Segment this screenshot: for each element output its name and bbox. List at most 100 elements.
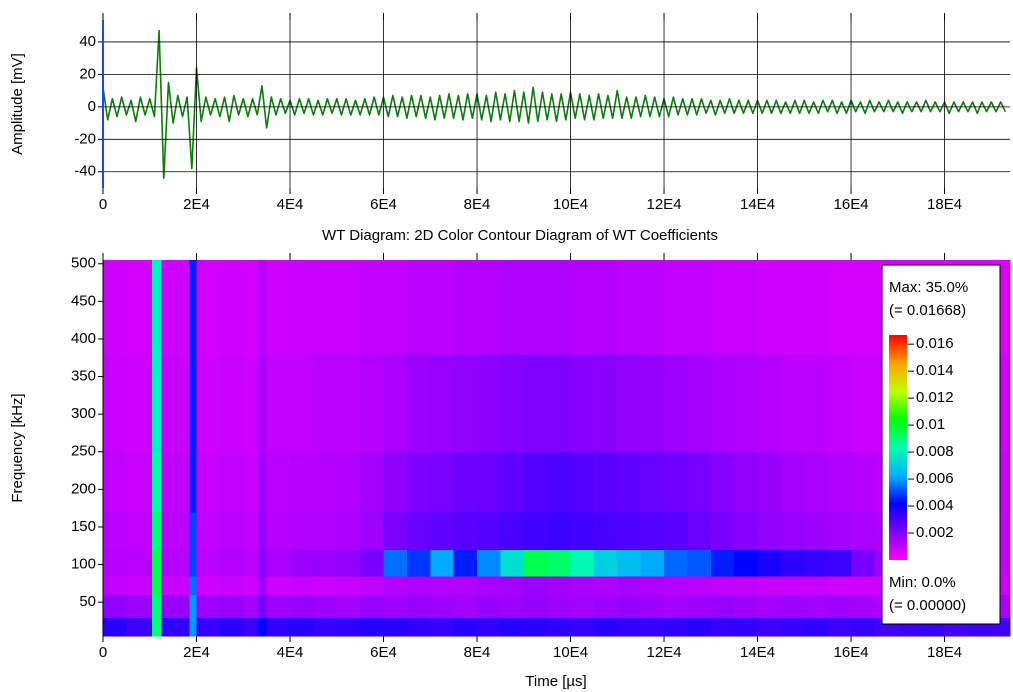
heatmap-cell	[161, 451, 191, 513]
y-tick-label: -40	[74, 163, 96, 180]
heatmap-cell	[360, 511, 385, 551]
heatmap-cell	[152, 354, 163, 453]
colorbar-max-label: Max: 35.0%	[889, 279, 968, 296]
heatmap-cell	[710, 594, 735, 618]
heatmap-cell	[430, 451, 455, 513]
heatmap-cell	[734, 617, 759, 637]
y-tick-label: 350	[71, 368, 96, 385]
heatmap-cell	[687, 451, 712, 513]
y-tick-label: 0	[88, 98, 96, 115]
colorbar-tick-label: 0.004	[916, 497, 954, 514]
x-axis-label: Time [µs]	[525, 673, 586, 690]
heatmap-cell	[383, 549, 408, 577]
heatmap-cell	[336, 617, 361, 637]
y-tick-label: 200	[71, 480, 96, 497]
heatmap-cell	[313, 260, 338, 355]
heatmap-cell	[827, 575, 852, 596]
heatmap-cell	[477, 594, 501, 618]
heatmap-cell	[266, 511, 291, 551]
heatmap-cell	[664, 260, 689, 355]
heatmap-cell	[189, 451, 198, 513]
heatmap-cell	[336, 511, 361, 551]
heatmap-cell	[257, 617, 268, 637]
heatmap-cell	[243, 617, 258, 637]
heatmap-cell	[336, 594, 361, 618]
heatmap-cell	[196, 451, 221, 513]
heatmap-cell	[189, 511, 198, 551]
heatmap-cell	[313, 549, 338, 577]
heatmap-cell	[336, 451, 361, 513]
y-tick-label: 250	[71, 443, 96, 460]
heatmap-cell	[103, 451, 127, 513]
heatmap-cell	[523, 354, 548, 453]
heatmap-cell	[290, 594, 314, 618]
heatmap-cell	[687, 260, 712, 355]
heatmap-cell	[257, 575, 268, 596]
x-tick-label: 10E4	[553, 196, 588, 213]
heatmap-cell	[547, 617, 572, 637]
heatmap-cell	[477, 575, 501, 596]
colorbar-tick-label: 0.002	[916, 524, 954, 541]
heatmap-cell	[383, 354, 408, 453]
heatmap-cell	[266, 617, 291, 637]
heatmap-cell	[687, 511, 712, 551]
x-tick-label: 12E4	[647, 644, 682, 661]
heatmap-cell	[430, 594, 455, 618]
heatmap-cell	[196, 617, 221, 637]
heatmap-cell	[500, 617, 525, 637]
heatmap-cell	[103, 594, 127, 618]
y-tick-label: 300	[71, 405, 96, 422]
x-tick-label: 8E4	[464, 644, 491, 661]
x-tick-label: 16E4	[834, 196, 869, 213]
heatmap-cell	[547, 575, 572, 596]
heatmap-cell	[500, 354, 525, 453]
heatmap-cell	[617, 617, 642, 637]
heatmap-cell	[406, 511, 431, 551]
heatmap-cell	[383, 451, 408, 513]
heatmap-cell	[161, 594, 191, 618]
heatmap-cell	[257, 549, 268, 577]
heatmap-cell	[219, 260, 244, 355]
heatmap-cell	[189, 575, 198, 596]
x-tick-label: 10E4	[553, 644, 588, 661]
heatmap-cell	[640, 617, 665, 637]
y-tick-label: 400	[71, 330, 96, 347]
heatmap-cell	[477, 617, 501, 637]
heatmap-cell	[570, 260, 595, 355]
heatmap-cell	[500, 451, 525, 513]
y-tick-label: 500	[71, 255, 96, 272]
heatmap-cell	[103, 549, 127, 577]
x-tick-label: 2E4	[183, 644, 210, 661]
heatmap-cell	[453, 617, 478, 637]
heatmap-cell	[453, 511, 478, 551]
x-tick-label: 18E4	[927, 644, 962, 661]
x-tick-label: 14E4	[740, 196, 775, 213]
heatmap-cell	[406, 451, 431, 513]
heatmap-cell	[827, 594, 852, 618]
heatmap-cell	[780, 549, 805, 577]
heatmap-cell	[453, 451, 478, 513]
heatmap-cell	[710, 260, 735, 355]
heatmap-cell	[126, 617, 153, 637]
heatmap-cell	[757, 260, 782, 355]
heatmap-cell	[617, 260, 642, 355]
heatmap-cell	[640, 549, 665, 577]
heatmap-cell	[617, 594, 642, 618]
heatmap-cell	[406, 260, 431, 355]
heatmap-cell	[406, 549, 431, 577]
heatmap-cell	[547, 451, 572, 513]
heatmap-cell	[687, 575, 712, 596]
heatmap-cell	[780, 575, 805, 596]
heatmap-cell	[196, 260, 221, 355]
heatmap-cell	[664, 451, 689, 513]
heatmap-cell	[161, 575, 191, 596]
heatmap-cell	[780, 451, 805, 513]
heatmap-cell	[430, 260, 455, 355]
heatmap-cell	[851, 451, 876, 513]
heatmap-cell	[804, 575, 829, 596]
heatmap-cell	[617, 354, 642, 453]
heatmap-cell	[710, 511, 735, 551]
heatmap-cell	[780, 260, 805, 355]
heatmap-cell	[710, 575, 735, 596]
heatmap-cell	[430, 617, 455, 637]
